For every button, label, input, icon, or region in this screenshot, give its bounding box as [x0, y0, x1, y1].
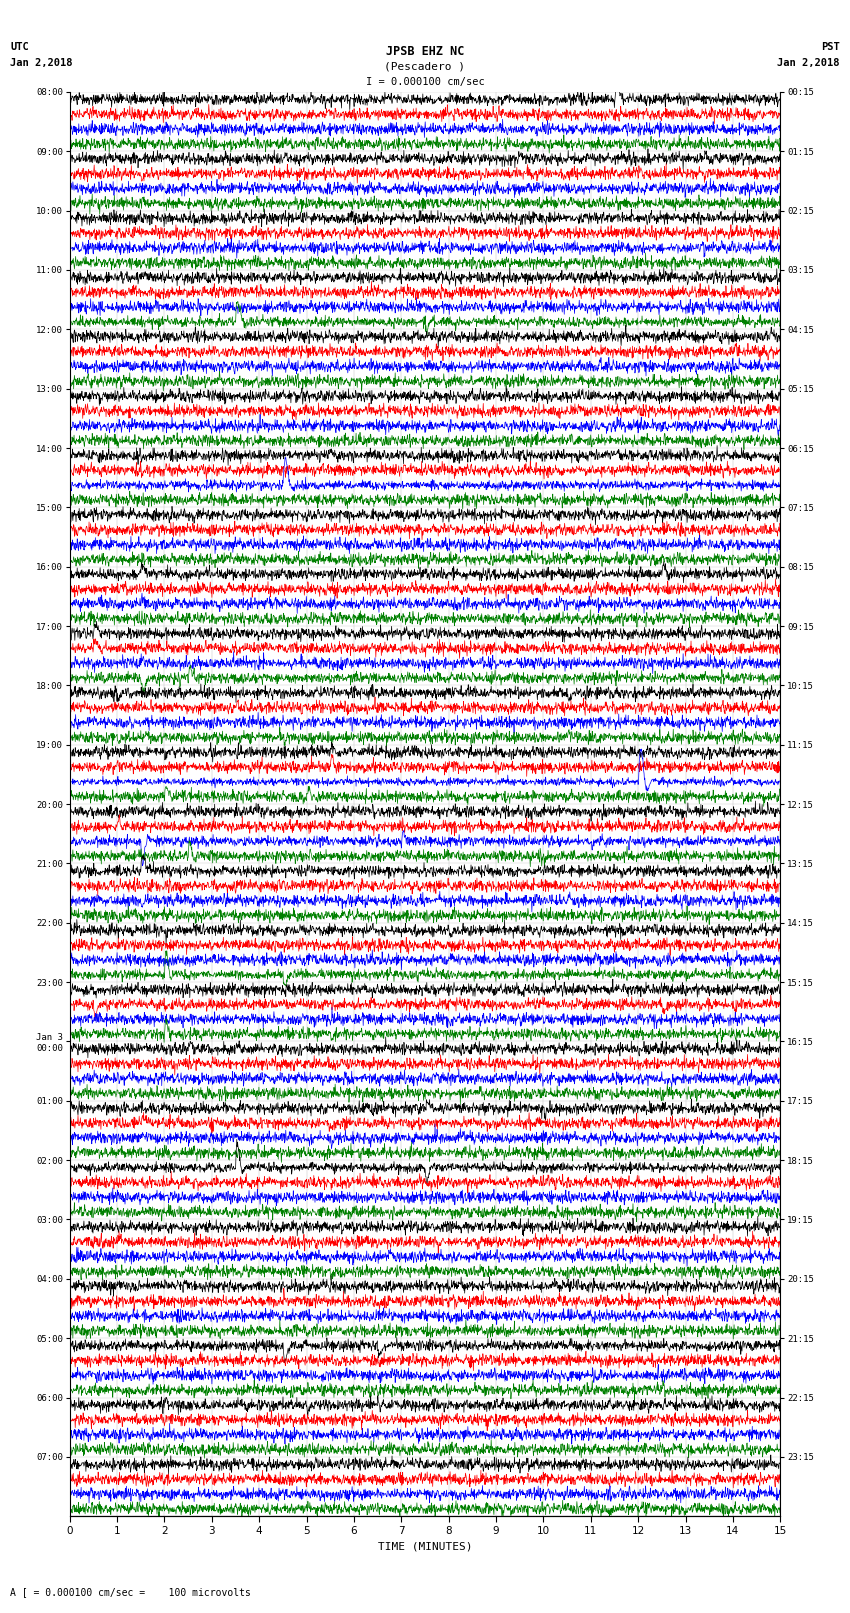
Text: I = 0.000100 cm/sec: I = 0.000100 cm/sec	[366, 77, 484, 87]
Text: UTC: UTC	[10, 42, 29, 52]
Text: JPSB EHZ NC: JPSB EHZ NC	[386, 45, 464, 58]
Text: Jan 2,2018: Jan 2,2018	[777, 58, 840, 68]
Text: Jan 2,2018: Jan 2,2018	[10, 58, 73, 68]
X-axis label: TIME (MINUTES): TIME (MINUTES)	[377, 1542, 473, 1552]
Text: A [ = 0.000100 cm/sec =    100 microvolts: A [ = 0.000100 cm/sec = 100 microvolts	[10, 1587, 251, 1597]
Text: PST: PST	[821, 42, 840, 52]
Text: (Pescadero ): (Pescadero )	[384, 61, 466, 71]
